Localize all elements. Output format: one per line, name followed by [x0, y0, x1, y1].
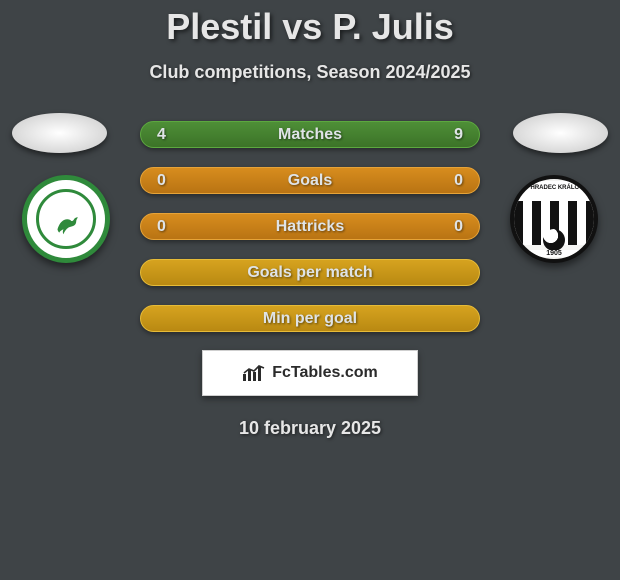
crest-year: 1905 [514, 250, 594, 257]
stat-row-min-per-goal: Min per goal [140, 305, 480, 332]
stat-label: Goals [288, 172, 332, 190]
stat-row-goals: 0 Goals 0 [140, 167, 480, 194]
brand-badge[interactable]: FcTables.com [202, 350, 418, 396]
club-right-crest: FC HRADEC KRÁLOVÉ 1905 [510, 175, 598, 263]
stat-row-goals-per-match: Goals per match [140, 259, 480, 286]
stat-right-value: 0 [454, 218, 463, 236]
comparison-panel: FC HRADEC KRÁLOVÉ 1905 4 Matches 9 0 Goa… [0, 121, 620, 439]
kangaroo-icon [49, 202, 83, 236]
stat-label: Goals per match [247, 264, 372, 282]
stat-label: Matches [278, 126, 342, 144]
player-left-avatar [12, 113, 107, 153]
stat-right-value: 0 [454, 172, 463, 190]
stat-row-matches: 4 Matches 9 [140, 121, 480, 148]
stat-left-value: 0 [157, 218, 166, 236]
bar-chart-icon [242, 364, 266, 382]
brand-text: FcTables.com [272, 364, 378, 382]
page-title: Plestil vs P. Julis [0, 0, 620, 48]
stat-label: Hattricks [276, 218, 344, 236]
stat-bars: 4 Matches 9 0 Goals 0 0 Hattricks 0 Goal… [140, 121, 480, 332]
footer-date: 10 february 2025 [0, 418, 620, 439]
club-left-crest [22, 175, 110, 263]
page-subtitle: Club competitions, Season 2024/2025 [0, 62, 620, 83]
stat-left-value: 0 [157, 172, 166, 190]
soccer-ball-icon [543, 229, 565, 251]
stat-label: Min per goal [263, 310, 357, 328]
player-right-avatar [513, 113, 608, 153]
stat-right-value: 9 [454, 126, 463, 144]
stat-left-value: 4 [157, 126, 166, 144]
stat-row-hattricks: 0 Hattricks 0 [140, 213, 480, 240]
